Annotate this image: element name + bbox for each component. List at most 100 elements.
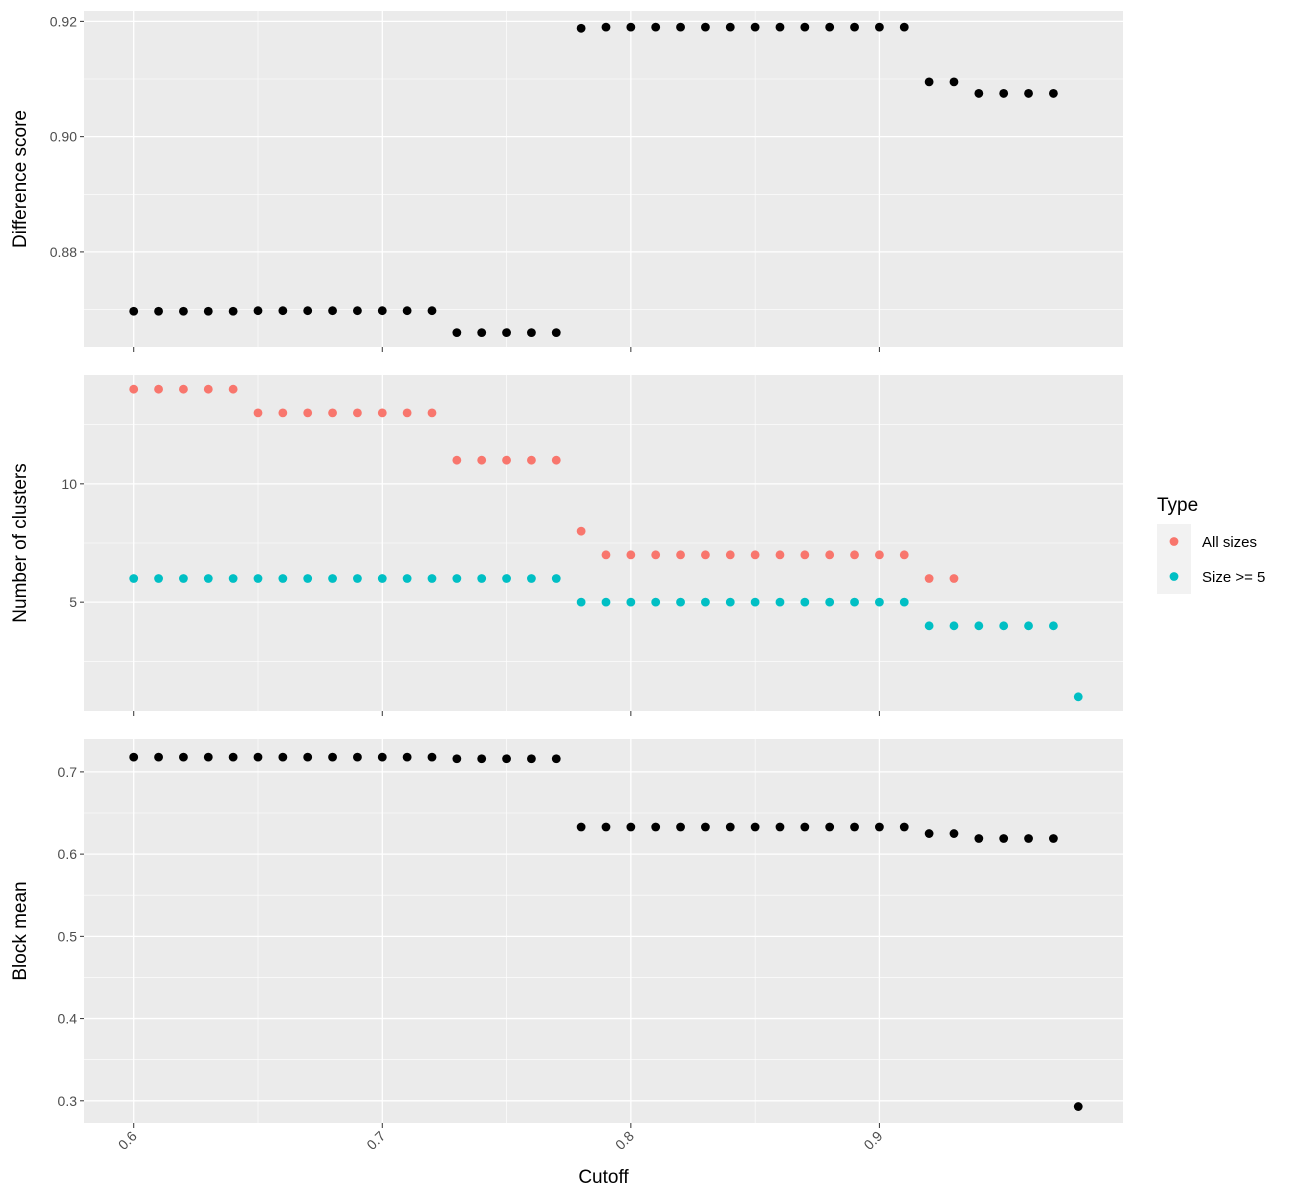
data-point [775,822,785,832]
data-point [1024,89,1033,98]
data-point [377,306,387,316]
data-point [303,752,313,762]
data-point [850,22,859,32]
data-point [899,822,909,832]
data-point [775,550,785,560]
data-point [576,597,586,607]
data-point [825,22,835,32]
data-point [850,597,859,607]
data-point [129,384,139,394]
data-point [253,574,263,583]
data-point [228,574,238,583]
data-point [203,384,213,394]
data-point [626,822,636,832]
data-point [203,752,213,762]
data-point [1024,621,1033,631]
legend-key-swatch [1169,572,1179,581]
data-point [328,574,337,583]
data-point [651,597,661,607]
data-point [203,306,213,316]
data-point [278,408,288,418]
data-point [253,408,263,418]
data-point [1073,692,1083,702]
data-point [477,455,487,465]
data-point [676,597,685,607]
data-point [924,574,934,583]
data-point [154,752,163,762]
data-point [601,550,611,560]
data-point [825,597,835,607]
data-point [179,384,188,394]
data-point [800,597,810,607]
data-point [1073,1102,1083,1111]
data-point [551,455,561,465]
data-point [974,834,984,843]
data-point [949,829,959,838]
data-point [701,550,710,560]
panel-background-1 [84,11,1123,347]
data-point [377,408,387,418]
data-point [452,754,462,764]
data-point [551,328,561,337]
y-tick-label: 10 [61,476,77,492]
data-point [551,574,561,583]
data-point [203,574,213,583]
data-point [949,77,959,87]
data-point [278,306,288,316]
data-point [527,754,536,764]
data-point [527,455,536,465]
data-point [303,408,313,418]
y-tick-label: 0.90 [50,129,77,145]
data-point [949,574,959,583]
data-point [576,23,586,33]
data-point [651,550,661,560]
data-point [129,306,139,316]
data-point [701,822,710,832]
data-point [626,550,636,560]
x-tick-label: 0.9 [860,1128,885,1153]
data-point [551,754,561,764]
data-point [1049,89,1058,98]
data-point [353,306,362,316]
data-point [601,22,611,32]
legend-title: Type [1157,495,1198,516]
data-point [750,22,760,32]
data-point [154,306,163,316]
data-point [179,752,188,762]
data-point [353,408,362,418]
data-point [676,822,685,832]
data-point [154,384,163,394]
y-tick-label: 5 [69,594,77,610]
data-point [452,328,462,337]
data-point [775,597,785,607]
data-point [377,752,387,762]
data-point [228,306,238,316]
x-tick-label: 0.6 [115,1128,140,1153]
data-point [328,306,337,316]
data-point [701,597,710,607]
data-point [800,822,810,832]
legend-label: All sizes [1202,534,1257,551]
y-axis-title-1: Difference score [10,110,31,248]
y-tick-label: 0.92 [50,13,77,29]
legend-key-swatch [1169,537,1179,546]
data-point [527,328,536,337]
y-tick-label: 0.5 [58,928,78,944]
data-point [875,822,884,832]
data-point [477,574,487,583]
data-point [750,550,760,560]
data-point [725,822,735,832]
data-point [303,574,313,583]
data-point [725,22,735,32]
data-point [701,22,710,32]
data-point [477,754,487,764]
data-point [278,752,288,762]
data-point [154,574,163,583]
data-point [875,597,884,607]
data-point [228,752,238,762]
data-point [477,328,487,337]
data-point [353,752,362,762]
data-point [253,752,263,762]
panel-background-3 [84,739,1123,1123]
